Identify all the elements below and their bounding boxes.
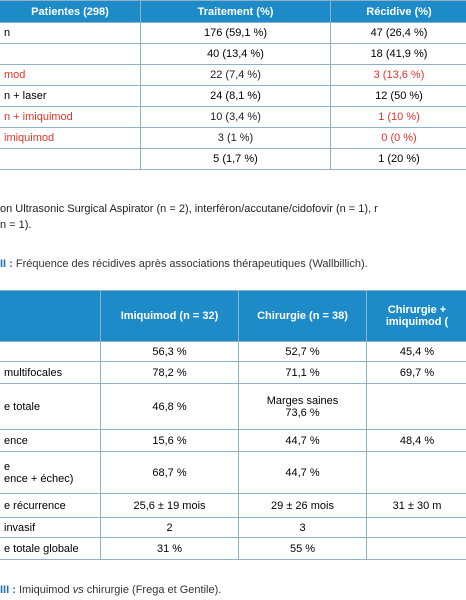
cell: Marges saines 73,6 % (238, 383, 367, 430)
cell (366, 383, 466, 430)
row: 40 (13,4 %) 18 (41,9 %) (0, 43, 466, 65)
header-cell: Patientes (298) (0, 0, 141, 23)
cell: 55 % (238, 537, 367, 560)
caption-text: Imiquimod (18, 584, 73, 596)
caption-label: II : (0, 258, 13, 270)
cell (0, 341, 101, 362)
cell: 44,7 % (238, 451, 367, 494)
cell: 3 (238, 517, 367, 538)
header-row: Patientes (298) Traitement (%) Récidive (%… (0, 0, 466, 23)
cell: 44,7 % (238, 429, 367, 452)
header-cell: Chirurgie (n = 38) (238, 290, 367, 342)
cell: 69,7 % (366, 361, 466, 384)
row: mod 22 (7,4 %) 3 (13,6 %) (0, 64, 466, 86)
recurrence-table: Patientes (298) Traitement (%) Récidive (%… (0, 0, 466, 170)
cell: 3 (13,6 %) (330, 64, 466, 86)
footnote: on Ultrasonic Surgical Aspirator (n = 2)… (0, 203, 378, 215)
cell (0, 43, 141, 65)
cell: invasif (0, 517, 101, 538)
row: invasif 2 3 (0, 517, 466, 538)
cell: e totale globale (0, 537, 101, 560)
comparison-table: Imiquimod (n = 32) Chirurgie (n = 38) Chir… (0, 290, 466, 560)
cell: 78,2 % (100, 361, 239, 384)
cell (0, 148, 141, 170)
cell (366, 537, 466, 560)
cell: 1 (10 %) (330, 106, 466, 128)
row: n + imiquimod 10 (3,4 %) 1 (10 %) (0, 106, 466, 128)
cell: 25,6 ± 19 mois (100, 493, 239, 518)
cell: n (0, 22, 141, 44)
row: e totale globale 31 % 55 % (0, 537, 466, 560)
cell: n + imiquimod (0, 106, 141, 128)
caption: II : Fréquence des récidives après assoc… (0, 258, 368, 270)
cell (366, 451, 466, 494)
caption-text: chirurgie (Frega et Gentile). (83, 584, 222, 596)
caption-text: Fréquence des récidives après associatio… (15, 258, 368, 270)
cell: 71,1 % (238, 361, 367, 384)
cell: imiquimod (0, 127, 141, 149)
cell: mod (0, 64, 141, 86)
cell: 24 (8,1 %) (140, 85, 331, 107)
header-cell: Imiquimod (n = 32) (100, 290, 239, 342)
cell: ence (0, 429, 101, 452)
cell: 2 (100, 517, 239, 538)
row: n 176 (59,1 %) 47 (26,4 %) (0, 22, 466, 44)
cell: 56,3 % (100, 341, 239, 362)
cell: 48,4 % (366, 429, 466, 452)
cell: 0 (0 %) (330, 127, 466, 149)
cell: e récurrence (0, 493, 101, 518)
cell: 29 ± 26 mois (238, 493, 367, 518)
cell: 46,8 % (100, 383, 239, 430)
header-cell: Chirurgie + imiquimod ( (366, 290, 466, 342)
row: e ence + échec) 68,7 % 44,7 % (0, 451, 466, 494)
row: multifocales 78,2 % 71,1 % 69,7 % (0, 361, 466, 384)
header-cell: Récidive (%) (330, 0, 466, 23)
caption-label: III : (0, 584, 16, 596)
cell: 15,6 % (100, 429, 239, 452)
cell: 45,4 % (366, 341, 466, 362)
cell: 40 (13,4 %) (140, 43, 331, 65)
header-cell (0, 290, 101, 342)
row: e récurrence 25,6 ± 19 mois 29 ± 26 mois 31… (0, 493, 466, 518)
cell (366, 517, 466, 538)
cell: e totale (0, 383, 101, 430)
cell: 68,7 % (100, 451, 239, 494)
cell: 10 (3,4 %) (140, 106, 331, 128)
cell: multifocales (0, 361, 101, 384)
cell: 18 (41,9 %) (330, 43, 466, 65)
cell: 31 % (100, 537, 239, 560)
row: n + laser 24 (8,1 %) 12 (50 %) (0, 85, 466, 107)
row: imiquimod 3 (1 %) 0 (0 %) (0, 127, 466, 149)
cell: 52,7 % (238, 341, 367, 362)
header-row: Imiquimod (n = 32) Chirurgie (n = 38) Chir… (0, 290, 466, 342)
caption: III : Imiquimod vs chirurgie (Frega et G… (0, 584, 221, 596)
cell: 1 (20 %) (330, 148, 466, 170)
cell: 3 (1 %) (140, 127, 331, 149)
cell: 31 ± 30 m (366, 493, 466, 518)
cell: 5 (1,7 %) (140, 148, 331, 170)
cell: 176 (59,1 %) (140, 22, 331, 44)
cell: e ence + échec) (0, 451, 101, 494)
row: ence 15,6 % 44,7 % 48,4 % (0, 429, 466, 452)
cell: 12 (50 %) (330, 85, 466, 107)
row: 5 (1,7 %) 1 (20 %) (0, 148, 466, 170)
header-cell: Traitement (%) (140, 0, 331, 23)
cell: 47 (26,4 %) (330, 22, 466, 44)
cell: 22 (7,4 %) (140, 64, 331, 86)
caption-text: vs (72, 584, 84, 596)
row: e totale 46,8 % Marges saines 73,6 % (0, 383, 466, 430)
row: 56,3 % 52,7 % 45,4 % (0, 341, 466, 362)
footnote: n = 1). (0, 219, 32, 231)
cell: n + laser (0, 85, 141, 107)
